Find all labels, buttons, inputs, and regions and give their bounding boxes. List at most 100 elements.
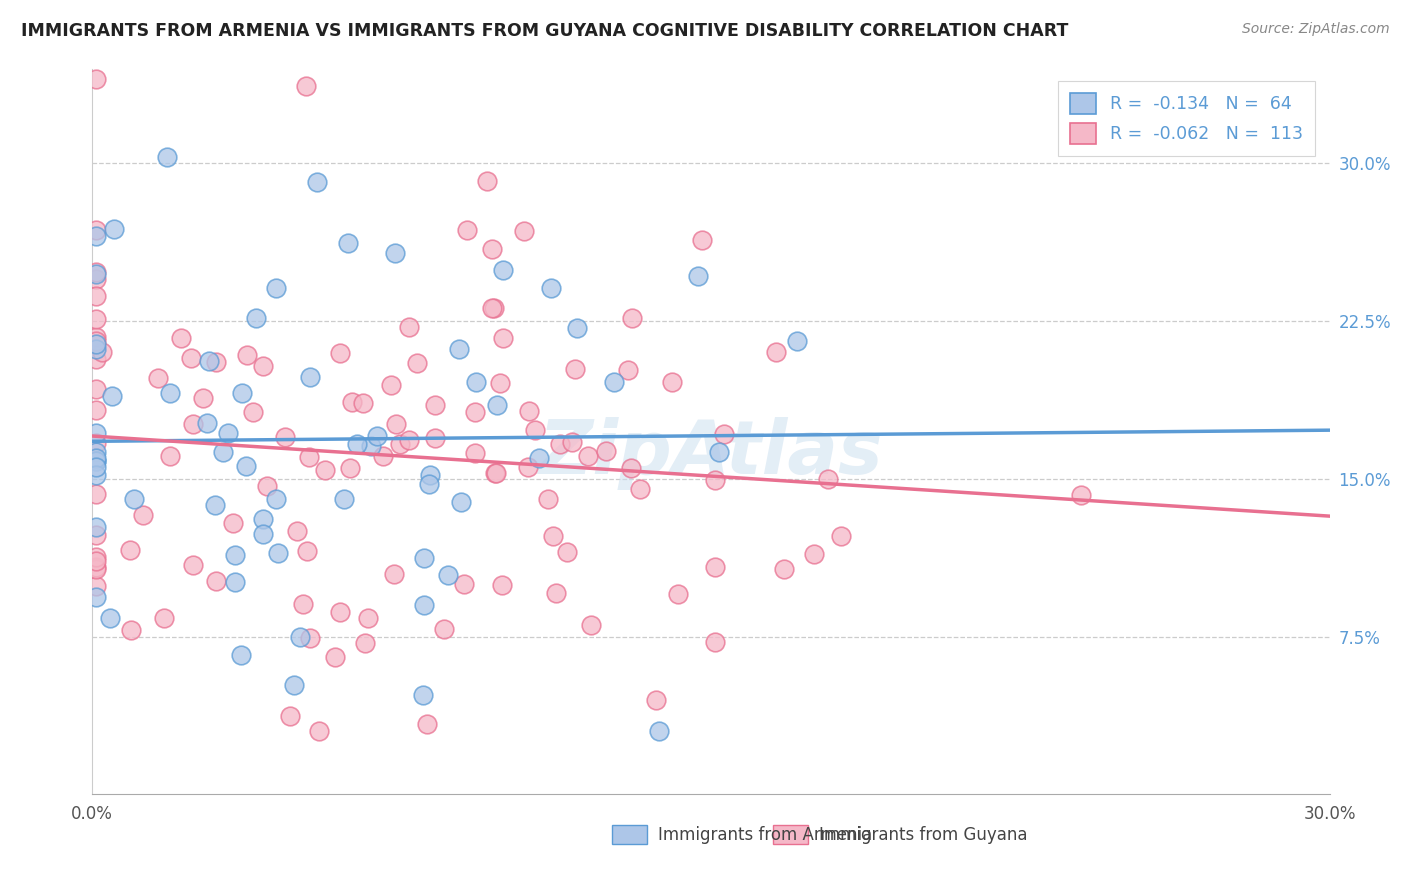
Point [103, 221, 125, 235]
Point [486, 398, 509, 412]
Point [352, 396, 374, 410]
Point [84, 554, 107, 568]
Point [491, 263, 513, 277]
Point [193, 391, 215, 405]
Point [366, 429, 388, 443]
Point [84, 468, 107, 483]
Point [256, 479, 278, 493]
Point [513, 224, 536, 238]
Point [153, 611, 176, 625]
Point [527, 450, 550, 465]
Point [382, 567, 405, 582]
Point [308, 724, 330, 739]
Point [84, 289, 107, 303]
Text: Source: ZipAtlas.com: Source: ZipAtlas.com [1241, 22, 1389, 37]
Point [540, 281, 562, 295]
Point [329, 606, 352, 620]
Point [205, 574, 228, 588]
Point [360, 439, 382, 453]
Point [579, 617, 602, 632]
Point [245, 310, 267, 325]
Point [283, 677, 305, 691]
Point [450, 494, 472, 508]
Point [517, 404, 540, 418]
Point [578, 449, 600, 463]
Point [481, 301, 503, 315]
Point [481, 242, 503, 256]
Point [169, 331, 191, 345]
Point [565, 320, 588, 334]
Point [285, 524, 308, 539]
Point [488, 376, 510, 390]
Text: ZipAtlas: ZipAtlas [538, 417, 883, 490]
Point [412, 688, 434, 702]
Point [204, 499, 226, 513]
Point [84, 579, 107, 593]
Point [830, 529, 852, 543]
Point [84, 460, 107, 475]
Point [204, 355, 226, 369]
Point [84, 487, 107, 501]
Point [299, 369, 322, 384]
Point [666, 587, 689, 601]
Point [398, 433, 420, 447]
Point [224, 575, 246, 590]
Point [84, 454, 107, 468]
Point [84, 223, 107, 237]
Point [84, 337, 107, 351]
Point [464, 446, 486, 460]
Point [217, 425, 239, 440]
Point [418, 477, 440, 491]
Point [132, 508, 155, 522]
Point [212, 444, 235, 458]
Point [252, 359, 274, 373]
Point [120, 543, 142, 558]
Point [159, 449, 181, 463]
Point [120, 624, 142, 638]
Point [274, 430, 297, 444]
Point [84, 265, 107, 279]
Point [786, 334, 808, 348]
Point [704, 473, 727, 487]
Point [305, 175, 328, 189]
Point [84, 560, 107, 574]
Point [146, 371, 169, 385]
Point [616, 363, 638, 377]
Point [84, 426, 107, 441]
Point [482, 301, 505, 315]
Point [292, 597, 315, 611]
Point [602, 376, 624, 390]
Point [198, 354, 221, 368]
Point [456, 223, 478, 237]
Point [84, 334, 107, 348]
Point [222, 516, 245, 531]
Point [644, 693, 666, 707]
Point [294, 78, 316, 93]
Point [314, 462, 336, 476]
Point [464, 405, 486, 419]
Point [595, 444, 617, 458]
Text: Immigrants from Guyana: Immigrants from Guyana [820, 825, 1028, 844]
Point [84, 562, 107, 576]
Point [340, 394, 363, 409]
Point [389, 437, 412, 451]
Point [385, 417, 408, 431]
Point [84, 528, 107, 542]
Point [333, 491, 356, 506]
Point [84, 272, 107, 286]
Point [323, 650, 346, 665]
Point [236, 347, 259, 361]
Point [229, 648, 252, 662]
Point [384, 246, 406, 260]
Point [620, 310, 643, 325]
Point [413, 599, 436, 613]
Point [356, 611, 378, 625]
Point [517, 459, 540, 474]
Point [661, 375, 683, 389]
Point [541, 529, 564, 543]
Point [84, 72, 107, 87]
Point [1070, 488, 1092, 502]
Point [235, 459, 257, 474]
Point [423, 431, 446, 445]
Point [180, 351, 202, 365]
